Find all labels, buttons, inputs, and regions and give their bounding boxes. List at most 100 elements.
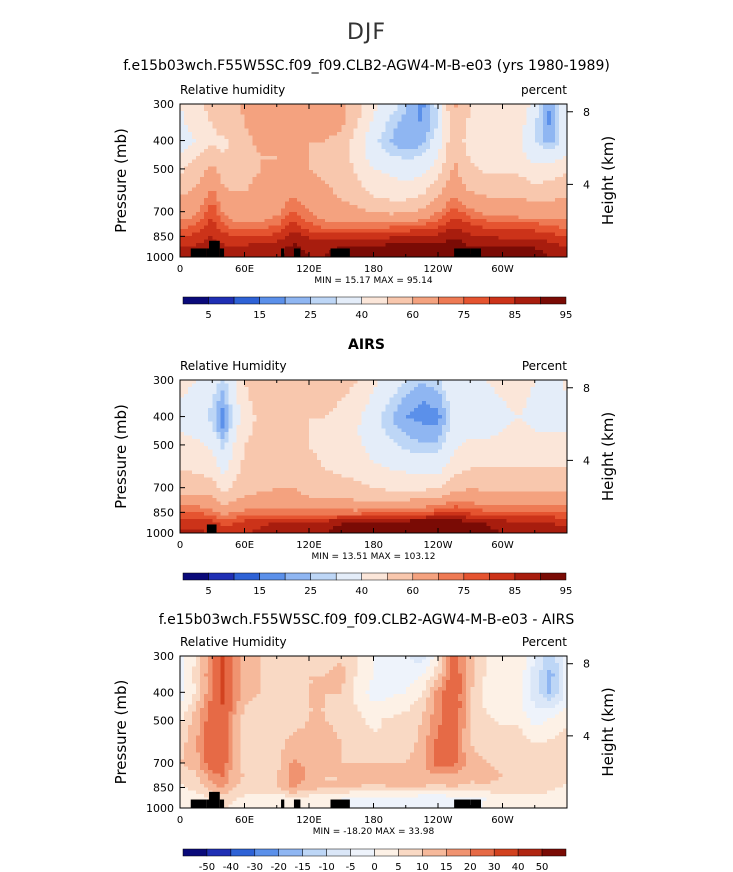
colorbar-swatch — [412, 296, 439, 305]
field-name-label: Relative Humidity — [180, 359, 287, 373]
y2-tick-label: 4 — [583, 178, 590, 191]
colorbar-swatch — [540, 572, 567, 581]
colorbar-swatch — [310, 572, 337, 581]
colorbar-swatch — [387, 296, 414, 305]
colorbar-swatch — [278, 848, 303, 857]
colorbar-swatch — [335, 572, 362, 581]
colorbar-swatch — [361, 296, 388, 305]
x-tick-label: 60E — [235, 815, 254, 826]
colorbar-label: 0 — [371, 862, 377, 872]
x-tick-label: 60E — [235, 540, 254, 551]
colorbar-label: -10 — [318, 862, 334, 872]
y2-tick-label: 8 — [583, 106, 590, 119]
colorbar-label: 40 — [512, 862, 525, 872]
terrain-block — [219, 248, 225, 257]
terrain-block — [330, 248, 350, 257]
x-tick-label: 120E — [296, 264, 321, 275]
terrain-block — [454, 799, 471, 808]
y2-tick-label: 8 — [583, 382, 590, 395]
terrain-block — [470, 799, 481, 808]
terrain-block — [209, 240, 220, 257]
x-tick-label: 120W — [424, 815, 453, 826]
colorbar-label: 40 — [355, 586, 368, 597]
chart-panel-1: 0 60E 120E 180 120W 60W 300 400 500 700 850 1000 8 4 P… — [112, 83, 617, 321]
x-tick-label: 180 — [364, 815, 383, 826]
colorbar-label: 5 — [395, 862, 401, 872]
x-tick-label: 120E — [296, 815, 321, 826]
min-max-stats: MIN = -18.20 MAX = 33.98 — [313, 827, 435, 837]
y-tick-label: 1000 — [146, 251, 174, 264]
colorbar-label: 95 — [560, 310, 573, 321]
y2-axis-title: Height (km) — [599, 136, 617, 225]
colorbar-swatch — [541, 848, 567, 857]
colorbar-swatch — [489, 572, 516, 581]
colorbar-label: 50 — [536, 862, 549, 872]
y-tick-label: 1000 — [146, 802, 174, 815]
colorbar-label: 25 — [304, 310, 317, 321]
y-tick-label: 700 — [153, 206, 174, 219]
colorbar-swatch — [208, 296, 235, 305]
y-tick-label: 400 — [153, 135, 174, 148]
terrain-block — [209, 791, 220, 808]
terrain-block — [293, 248, 301, 257]
colorbar-swatch — [493, 848, 519, 857]
figure-title: DJF — [346, 20, 387, 45]
colorbar-label: -5 — [346, 862, 356, 872]
colorbar-label: -20 — [271, 862, 287, 872]
x-tick-label: 180 — [364, 540, 383, 551]
colorbar-swatch — [412, 572, 439, 581]
colorbar-swatch — [517, 848, 543, 857]
y-tick-label: 850 — [153, 230, 174, 243]
terrain-block — [470, 248, 481, 257]
terrain-block — [293, 799, 301, 808]
y2-axis-title: Height (km) — [599, 687, 617, 776]
colorbar-label: 75 — [457, 310, 470, 321]
x-tick-label: 60W — [491, 815, 514, 826]
colorbar-swatch — [540, 296, 567, 305]
y2-tick-label: 4 — [583, 730, 590, 743]
colorbar-swatch — [284, 296, 311, 305]
units-label: Percent — [522, 635, 567, 649]
colorbar-swatch — [470, 848, 495, 857]
terrain-block — [454, 248, 471, 257]
colorbar-label: 75 — [457, 586, 470, 597]
colorbar-swatch — [374, 848, 399, 857]
x-tick-label: 0 — [177, 815, 183, 826]
colorbar-swatch — [489, 296, 516, 305]
colorbar-swatch — [422, 848, 447, 857]
x-tick-label: 120W — [424, 264, 453, 275]
chart-panel-2: 0 60E 120E 180 120W 60W 300 400 500 700 850 1000 8 4 P… — [112, 359, 617, 597]
colorbar-swatch — [208, 572, 235, 581]
y-tick-label: 850 — [153, 781, 174, 794]
x-tick-label: 180 — [364, 264, 383, 275]
colorbar-label: 5 — [205, 586, 211, 597]
y2-tick-label: 4 — [583, 454, 590, 467]
min-max-stats: MIN = 13.51 MAX = 103.12 — [312, 552, 436, 562]
colorbar-label: 15 — [253, 586, 266, 597]
heatmap-field — [180, 380, 568, 534]
terrain-block — [190, 799, 207, 808]
colorbar-swatch — [259, 572, 286, 581]
y-axis-title: Pressure (mb) — [112, 128, 130, 233]
colorbar-swatch — [387, 572, 414, 581]
colorbar-swatch — [284, 572, 311, 581]
colorbar-label: 20 — [464, 862, 477, 872]
colorbar-label: 85 — [509, 310, 522, 321]
y-tick-label: 1000 — [146, 527, 174, 540]
colorbar-swatch — [463, 572, 490, 581]
panel-2-title: AIRS — [348, 337, 385, 353]
colorbar-swatch — [438, 296, 465, 305]
units-label: Percent — [522, 359, 567, 373]
y-axis-title: Pressure (mb) — [112, 404, 130, 509]
x-tick-label: 120W — [424, 540, 453, 551]
colorbar-swatch — [361, 572, 388, 581]
colorbar-swatch — [438, 572, 465, 581]
y-tick-label: 850 — [153, 506, 174, 519]
colorbar-label: 60 — [406, 310, 419, 321]
field-name-label: Relative humidity — [180, 83, 285, 97]
colorbar-label: 10 — [416, 862, 429, 872]
colorbar-swatch — [514, 296, 541, 305]
colorbar: -50 -40 -30 -20 -15 -10 -5 0 5 10 15 20 30 40 50 — [182, 848, 567, 872]
y-tick-label: 500 — [153, 439, 174, 452]
colorbar-swatch — [514, 572, 541, 581]
